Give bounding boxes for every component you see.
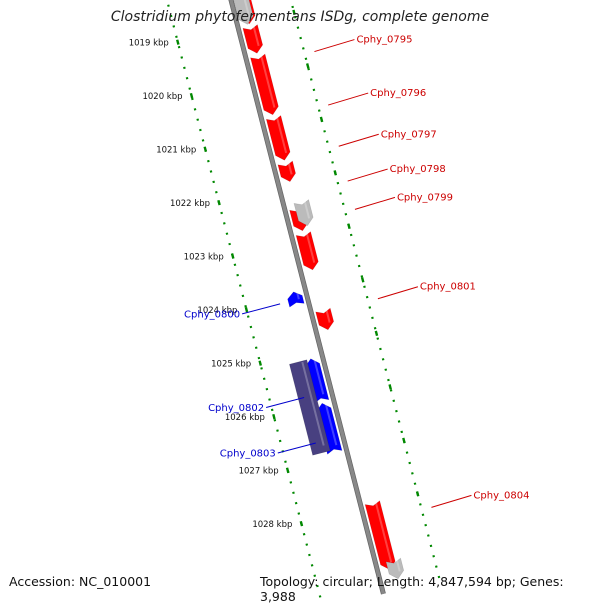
inner-tick-track (167, 4, 323, 600)
gene-label-reverse: Cphy_0802 (208, 403, 264, 414)
gene-highlight (296, 291, 300, 300)
gene-feature (385, 557, 405, 580)
gene-label-leader (241, 303, 281, 315)
major-tick (388, 384, 392, 390)
outer-tick-track (289, 0, 441, 580)
major-tick (347, 223, 351, 230)
gene-label-forward: Cphy_0801 (420, 282, 476, 293)
kbp-tick-label: 1021 kbp (156, 146, 196, 156)
gene-label-forward: Cphy_0797 (381, 129, 437, 140)
gene-feature (293, 199, 314, 226)
major-tick (217, 199, 221, 206)
gene-highlight (260, 55, 276, 108)
gene-feature (287, 291, 305, 308)
gene-label-leader (265, 397, 305, 408)
gene-highlight (252, 26, 260, 47)
major-tick (374, 330, 379, 337)
gene-label-reverse: Cphy_0800 (184, 309, 240, 320)
major-tick (272, 413, 276, 420)
gene-label-forward: Cphy_0795 (356, 35, 412, 46)
major-tick (203, 146, 208, 152)
gene-highlight (324, 403, 338, 446)
gene-label-reverse: Cphy_0803 (220, 448, 276, 459)
gene-label-forward: Cphy_0798 (390, 164, 446, 175)
gene-feature (277, 160, 296, 182)
kbp-tick-label: 1023 kbp (184, 253, 224, 263)
gene-feature (242, 24, 264, 54)
gene-feature (250, 53, 279, 116)
gene-highlight (301, 361, 325, 446)
gene-highlight (276, 117, 288, 154)
kbp-tick-label: 1020 kbp (142, 92, 182, 102)
gene-highlight (243, 0, 251, 18)
gene-highlight (395, 559, 401, 572)
gene-feature (233, 0, 254, 25)
gene-label-leader (377, 286, 419, 300)
accession-text: Accession: NC_010001 (9, 574, 152, 589)
kbp-tick-label: 1024 kbp (197, 306, 237, 316)
major-tick (402, 437, 406, 444)
gene-highlight (305, 233, 316, 263)
kbp-tick-label: 1022 kbp (170, 199, 210, 209)
gene-label-forward: Cphy_0799 (397, 192, 453, 203)
gene-highlight (325, 309, 331, 323)
kbp-tick-label: 1026 kbp (225, 413, 265, 423)
gene-feature (295, 231, 319, 271)
gene-feature (364, 500, 396, 570)
major-tick (292, 9, 296, 16)
gene-label-leader (314, 39, 355, 53)
major-tick (333, 170, 338, 176)
major-tick (285, 467, 290, 473)
gene-label-forward: Cphy_0804 (473, 490, 529, 501)
gene-highlight (287, 162, 293, 175)
major-tick (258, 360, 262, 366)
major-tick (176, 39, 180, 45)
gene-feature (289, 359, 331, 456)
major-tick (189, 92, 194, 99)
gene-label-leader (277, 442, 316, 454)
major-tick (360, 277, 365, 283)
major-tick (299, 520, 304, 527)
map-title: Clostridium phytofermentans ISDg, comple… (110, 9, 490, 25)
gene-label-leader (347, 168, 388, 182)
gene-highlight (303, 201, 311, 219)
major-tick (415, 491, 420, 497)
gene-label-leader (431, 494, 472, 508)
gene-label-leader (354, 196, 396, 210)
gene-label-leader (338, 133, 379, 147)
major-tick (244, 306, 249, 313)
gene-label-leader (328, 92, 369, 106)
gene-highlight (374, 502, 393, 563)
gene-label-forward: Cphy_0796 (370, 88, 426, 99)
gene-highlight (313, 358, 325, 395)
kbp-tick-label: 1019 kbp (129, 39, 169, 49)
gene-feature (265, 114, 291, 161)
gene-feature (315, 307, 335, 331)
major-tick (230, 253, 235, 259)
kbp-tick-label: 1027 kbp (239, 467, 279, 477)
major-tick (305, 63, 310, 69)
kbp-tick-label: 1025 kbp (211, 360, 251, 370)
major-tick (319, 116, 324, 123)
kbp-tick-label: 1028 kbp (252, 520, 292, 530)
backbone (229, 0, 386, 595)
